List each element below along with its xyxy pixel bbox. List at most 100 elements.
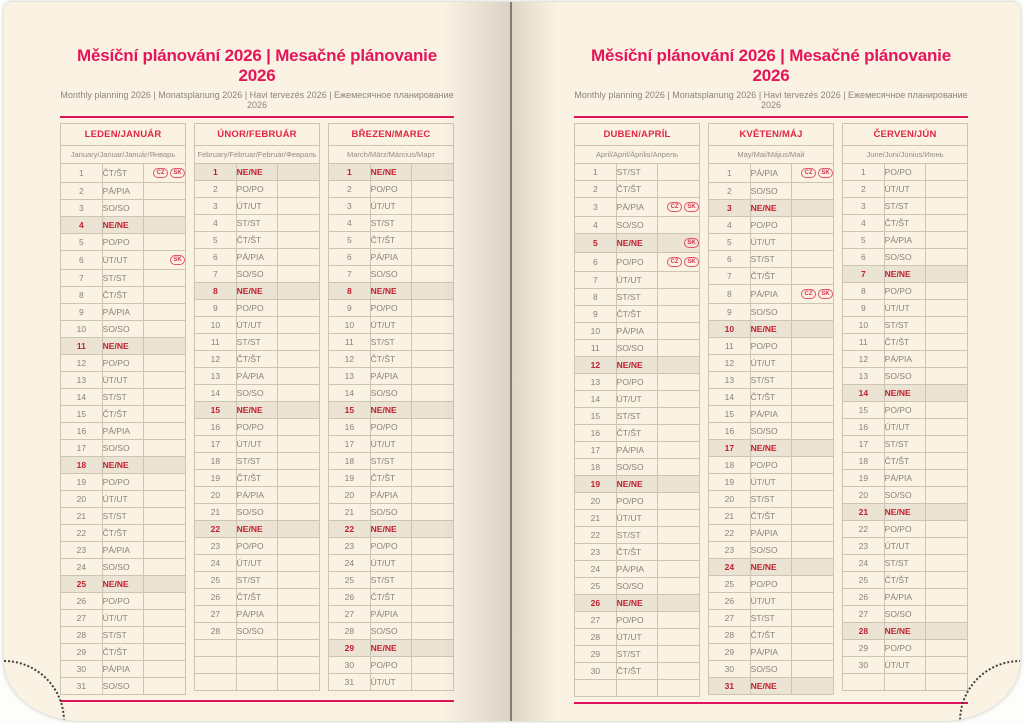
day-abbrev: ST/ST — [235, 333, 279, 351]
day-abbrev: PÁ/PIA — [235, 367, 279, 385]
day-abbrev: PÁ/PIA — [235, 248, 279, 266]
months-right: DUBEN/APRÍL April/April/Április/Апрель 1 ST… — [574, 123, 968, 697]
day-number: 18 — [194, 452, 237, 470]
day-abbrev: ST/ST — [101, 626, 145, 644]
day-number: 16 — [708, 422, 751, 440]
day-row: 6 SO/SO — [842, 248, 968, 266]
day-row-sunday: 8 NE/NE — [194, 282, 320, 300]
day-row: 7 SO/SO — [328, 265, 454, 283]
day-number: 22 — [60, 524, 103, 542]
day-row: 11 ČT/ŠT — [842, 333, 968, 351]
day-abbrev: PO/PO — [235, 418, 279, 436]
day-number: 9 — [328, 299, 371, 317]
day-number: 25 — [194, 571, 237, 589]
day-row: 17 ÚT/UT — [194, 435, 320, 453]
day-number: 8 — [328, 282, 371, 300]
day-number: 10 — [842, 316, 885, 334]
month-title: ÚNOR/FEBRUÁR — [194, 123, 320, 146]
day-number: 7 — [708, 267, 751, 285]
notes-cell — [143, 643, 186, 661]
day-abbrev: PÁ/PIA — [615, 441, 659, 459]
day-number: 10 — [708, 320, 751, 338]
day-number: 26 — [842, 588, 885, 606]
day-number: 18 — [60, 456, 103, 474]
day-abbrev: ÚT/UT — [235, 197, 279, 215]
notes-cell — [657, 180, 700, 198]
day-abbrev: ÚT/UT — [615, 390, 659, 408]
day-row: 16 ÚT/UT — [842, 418, 968, 436]
day-row: 27 PÁ/PIA — [194, 605, 320, 623]
left-page: Měsíční plánování 2026 | Mesačné plánova… — [60, 2, 454, 702]
day-abbrev: ČT/ŠT — [101, 405, 145, 423]
day-row: 10 PÁ/PIA — [574, 322, 700, 340]
day-abbrev: SO/SO — [369, 622, 413, 640]
day-row: 20 ST/ST — [708, 490, 834, 508]
day-abbrev: ČT/ŠT — [235, 350, 279, 368]
empty-number-cell — [842, 673, 885, 691]
day-row: 30 PÁ/PIA — [60, 660, 186, 678]
notes-cell — [143, 626, 186, 644]
day-abbrev: ÚT/UT — [883, 537, 927, 555]
day-abbrev: SO/SO — [615, 577, 659, 595]
day-number: 13 — [574, 373, 617, 391]
page-subtitle: Monthly planning 2026 | Monatsplanung 20… — [60, 90, 454, 110]
notes-cell — [277, 469, 320, 487]
notes-cell — [277, 214, 320, 232]
month-panel-may: KVĚTEN/MÁJ May/Mai/Május/Май 1 PÁ/PIA CZ SK 2 S… — [708, 123, 834, 697]
day-number: 18 — [842, 452, 885, 470]
page-title: Měsíční plánování 2026 | Mesačné plánova… — [77, 46, 437, 85]
day-row: 19 PO/PO — [60, 473, 186, 491]
day-number: 23 — [194, 537, 237, 555]
notes-cell — [925, 316, 968, 334]
empty-notes-cell — [657, 679, 700, 697]
day-row-sunday: 5 NE/NE SK — [574, 233, 700, 253]
day-abbrev: ÚT/UT — [883, 656, 927, 674]
day-abbrev: PÁ/PIA — [883, 350, 927, 368]
day-row: 20 SO/SO — [842, 486, 968, 504]
day-number: 16 — [842, 418, 885, 436]
notes-cell — [411, 520, 454, 538]
month-subtitle: May/Mai/Május/Май — [708, 145, 834, 164]
day-number: 25 — [574, 577, 617, 595]
day-row-sunday: 10 NE/NE — [708, 320, 834, 338]
day-row: 1 ČT/ŠT CZ SK — [60, 163, 186, 183]
day-abbrev: ST/ST — [749, 250, 793, 268]
empty-row — [194, 639, 320, 657]
day-abbrev: PÁ/PIA — [749, 284, 793, 304]
day-abbrev: PÁ/PIA — [369, 367, 413, 385]
day-abbrev: ST/ST — [369, 452, 413, 470]
notes-cell — [143, 660, 186, 678]
notes-cell — [143, 677, 186, 695]
day-row: 12 ČT/ŠT — [194, 350, 320, 368]
day-row: 21 ČT/ŠT — [708, 507, 834, 525]
day-row: 3 ÚT/UT — [194, 197, 320, 215]
day-number: 22 — [708, 524, 751, 542]
day-number: 10 — [194, 316, 237, 334]
day-abbrev: ČT/ŠT — [615, 305, 659, 323]
day-abbrev: PÁ/PIA — [369, 605, 413, 623]
notes-cell — [657, 441, 700, 459]
day-abbrev: ČT/ŠT — [883, 333, 927, 351]
spine-shadow-left — [442, 2, 510, 721]
day-abbrev: ST/ST — [615, 407, 659, 425]
day-number: 30 — [708, 660, 751, 678]
day-number: 21 — [328, 503, 371, 521]
notes-cell — [925, 367, 968, 385]
notes-cell — [277, 554, 320, 572]
month-table-june: ČERVEN/JÚN June/Juni/Június/Июнь 1 PO/PO 2 ÚT… — [842, 123, 968, 691]
day-number: 18 — [708, 456, 751, 474]
day-abbrev: ÚT/UT — [749, 592, 793, 610]
day-row: 13 ST/ST — [708, 371, 834, 389]
notes-cell — [143, 473, 186, 491]
day-number: 19 — [842, 469, 885, 487]
notes-cell — [143, 507, 186, 525]
day-abbrev: ČT/ŠT — [749, 626, 793, 644]
day-number: 1 — [574, 163, 617, 181]
day-row: 12 PO/PO — [60, 354, 186, 372]
day-abbrev: ČT/ŠT — [101, 643, 145, 661]
notes-cell — [657, 458, 700, 476]
day-abbrev: ČT/ŠT — [369, 350, 413, 368]
day-abbrev: SO/SO — [883, 248, 927, 266]
day-row: 4 SO/SO — [574, 216, 700, 234]
notes-cell — [925, 282, 968, 300]
